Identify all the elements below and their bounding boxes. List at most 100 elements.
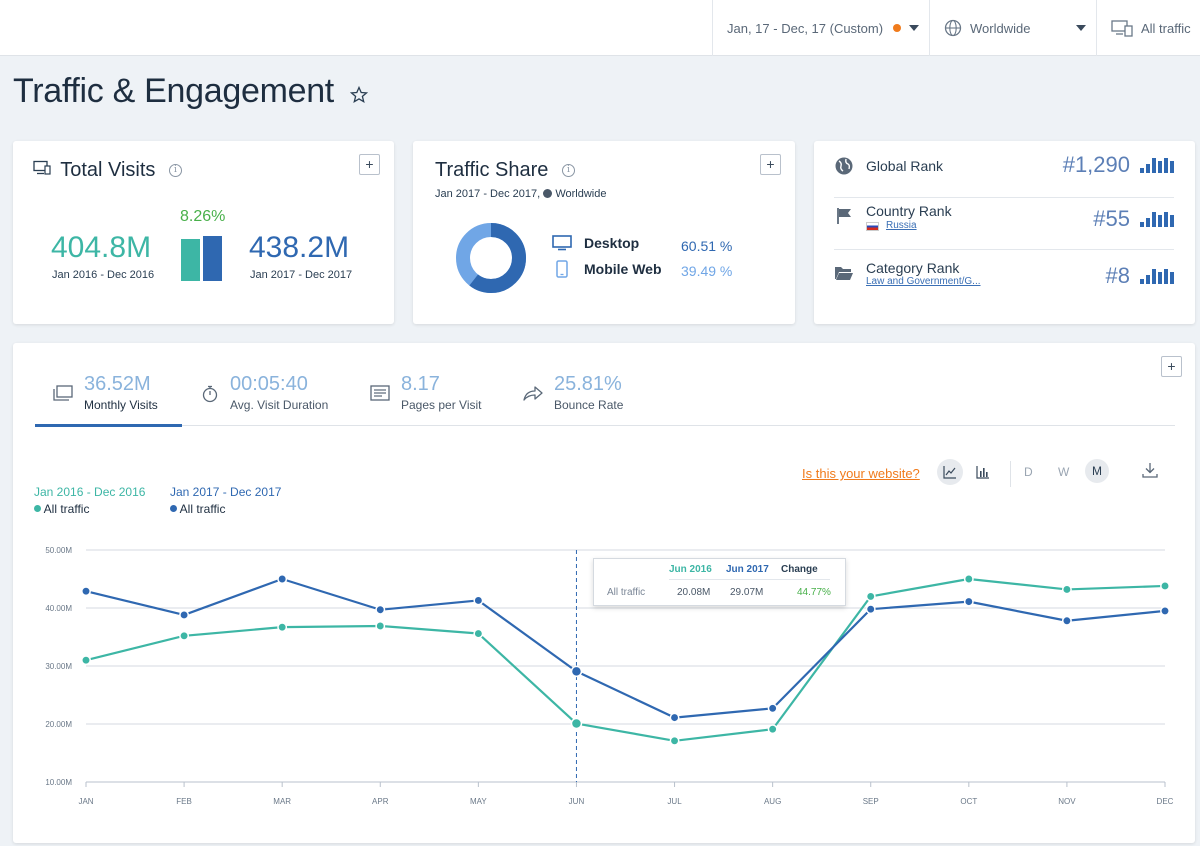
data-point-2017 [473,595,484,606]
y-tick-label: 40.00M [45,604,72,613]
bar-chart-toggle[interactable] [970,459,996,485]
share-arrow-icon [523,385,543,406]
data-point-2016 [179,630,190,641]
engagement-chart-card: + 36.52M Monthly Visits 00:05:40 Avg. Vi… [13,343,1195,843]
info-icon[interactable]: i [169,164,182,178]
total-visits-title: Total Visits i [33,159,182,182]
x-tick-label: FEB [176,797,192,806]
curr-visits-period: Jan 2017 - Dec 2017 [250,269,353,281]
traffic-share-geo: Worldwide [555,188,607,200]
line-chart-toggle[interactable] [937,459,963,485]
traffic-share-title: Traffic Share i [435,159,575,182]
mobile-label: Mobile Web [584,261,662,277]
y-tick-label: 50.00M [45,546,72,555]
x-tick-label: MAR [273,797,291,806]
tooltip-value-2017: 29.07M [730,587,764,598]
total-visits-label: Total Visits [60,159,156,181]
granularity-day[interactable]: D [1024,465,1033,479]
top-bar: Jan, 17 - Dec, 17 (Custom) Worldwide All… [0,0,1200,56]
line-chart[interactable]: 10.00M 20.00M 30.00M 40.00M 50.00M JAN FEB MAR A… [13,533,1195,813]
data-point-2016 [375,621,386,631]
change-percent: 8.26% [180,208,226,225]
add-widget-button[interactable]: + [359,154,380,175]
global-rank-label: Global Rank [866,158,944,174]
chevron-down-icon [909,25,919,31]
category-link[interactable]: Law and Government/G... [866,276,981,287]
x-tick-label: MAY [470,797,487,806]
rank-trend-icon[interactable] [1140,268,1174,284]
geo-selector[interactable]: Worldwide [929,0,1096,56]
traffic-share-donut [456,223,526,293]
prev-visits-bar [181,239,200,281]
tab-bounce-rate[interactable]: 25.81% Bounce Rate [523,373,623,412]
tooltip-divider [669,579,830,580]
pages-icon [370,385,390,406]
traffic-label: All traffic [1141,20,1191,36]
tab-monthly-visits[interactable]: 36.52M Monthly Visits [53,373,158,412]
tooltip-row-label: All traffic [607,587,646,598]
devices-icon [1111,19,1133,37]
monitor-icon [33,159,51,182]
tab-visit-duration[interactable]: 00:05:40 Avg. Visit Duration [201,373,328,412]
russia-flag-icon [866,222,879,231]
download-icon[interactable] [1141,461,1159,484]
metric-value: 8.17 [401,373,440,395]
legend-series-2016[interactable]: All traffic [34,502,89,516]
legend-period-2016: Jan 2016 - Dec 2016 [34,485,146,499]
curr-visits-bar [203,236,222,281]
tooltip-change-value: 44.77% [797,587,831,598]
x-tick-label: JUL [667,797,682,806]
category-rank-label: Category Rank [866,260,960,276]
data-point-2017 [570,665,583,678]
data-point-2016 [277,622,288,633]
donut-desktop-segment [456,223,526,293]
globe-icon [543,189,553,198]
curr-visits-value: 438.2M [249,231,350,264]
visits-icon [53,385,73,406]
legend-dot-teal [34,505,41,512]
date-range-label: Jan, 17 - Dec, 17 (Custom) [727,20,884,36]
stopwatch-icon [201,385,219,408]
global-rank-row: Global Rank #1,290 [834,141,1174,198]
tooltip-value-2016: 20.08M [677,587,711,598]
add-widget-button[interactable]: + [760,154,781,175]
rank-trend-icon[interactable] [1140,211,1174,227]
tooltip-col-2017: Jun 2017 [726,564,769,575]
data-point-2017 [81,586,91,597]
series-line-2017 [85,577,1166,719]
date-range-selector[interactable]: Jan, 17 - Dec, 17 (Custom) [712,0,929,56]
legend-series-2017[interactable]: All traffic [170,502,225,516]
ranks-card: Global Rank #1,290 Country Rank Russia #… [814,141,1195,324]
metric-label: Avg. Visit Duration [230,398,329,412]
traffic-selector[interactable]: All traffic [1096,0,1200,56]
x-tick-label: SEP [863,797,879,806]
info-icon[interactable]: i [561,164,575,178]
traffic-share-card: Traffic Share i Jan 2017 - Dec 2017, Wor… [413,141,795,324]
data-point-2017 [865,604,876,615]
active-tab-indicator [35,424,182,427]
country-rank-value: #55 [1093,206,1130,231]
x-tick-label: NOV [1058,797,1076,806]
star-icon[interactable] [349,85,369,109]
granularity-week[interactable]: W [1058,465,1070,479]
prev-visits-value: 404.8M [51,231,152,264]
data-point-2016 [767,724,778,735]
granularity-month[interactable]: M [1085,459,1109,483]
prev-visits-period: Jan 2016 - Dec 2016 [52,269,155,281]
tooltip-col-2016: Jun 2016 [669,564,712,575]
tab-pages-per-visit[interactable]: 8.17 Pages per Visit [370,373,482,412]
add-widget-button[interactable]: + [1161,356,1182,377]
geo-label: Worldwide [970,20,1031,36]
claim-website-link[interactable]: Is this your website? [802,466,920,481]
line-chart-icon [943,466,956,479]
globe-icon [834,156,854,181]
desktop-pct: 60.51 % [681,238,733,254]
rank-trend-icon[interactable] [1140,157,1174,173]
data-point-2017 [669,712,680,723]
chart-tooltip: Jun 2016 Jun 2017 Change All traffic 20.… [593,558,846,606]
total-visits-card: Total Visits i + 404.8M Jan 2016 - Dec 2… [13,141,394,324]
data-point-2016 [1061,584,1072,595]
country-link[interactable]: Russia [886,220,917,231]
bar-chart-icon [976,466,989,479]
mobile-pct: 39.49 % [681,263,733,279]
